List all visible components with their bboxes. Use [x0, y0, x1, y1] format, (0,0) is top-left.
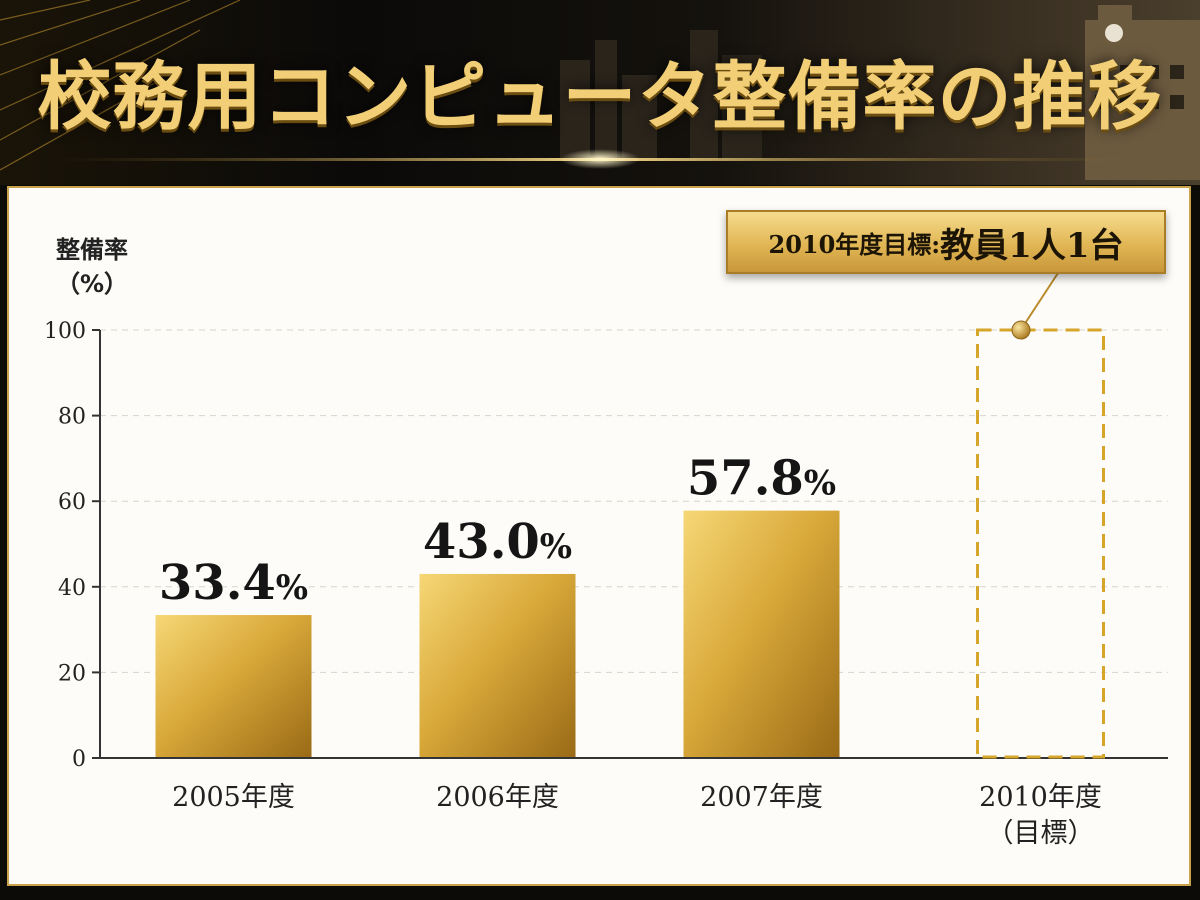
bars	[155, 328, 1105, 759]
header-background-art	[0, 0, 1200, 180]
category-labels: 2005年度 2006年度 2007年度 2010年度 （目標）	[172, 782, 1102, 849]
bar	[419, 573, 576, 757]
callout-text: 教員1人1台	[940, 225, 1124, 266]
target-callout: 2010年度目標: 教員1人1台	[726, 210, 1166, 274]
chart-panel	[7, 186, 1191, 886]
chart-title: 校務用コンピュータ整備率の推移	[37, 54, 1163, 140]
y-axis-label: 整備率	[56, 236, 128, 264]
data-label: 57.8%	[687, 451, 836, 507]
callout-leader-line	[1021, 269, 1061, 329]
y-tick-label: 60	[58, 490, 86, 515]
x-tick-label: 2007年度	[700, 782, 823, 813]
data-label: 33.4%	[159, 555, 308, 611]
y-axis-unit: （%）	[56, 270, 128, 298]
x-tick-label: 2010年度	[979, 782, 1102, 813]
target-marker-dot	[1011, 320, 1031, 340]
y-tick-label: 100	[44, 319, 86, 344]
y-tick-label: 20	[58, 661, 86, 686]
x-tick-label: 2005年度	[172, 782, 295, 813]
target-bar	[976, 328, 1105, 759]
y-tick-label: 80	[58, 405, 86, 430]
y-tick-label: 0	[72, 747, 86, 772]
data-label: 43.0%	[423, 514, 572, 570]
y-axis-ticks: 0 20 40 60 80 100	[44, 319, 100, 772]
callout-lead: 2010年度目標:	[768, 229, 941, 259]
bar	[683, 510, 840, 757]
y-tick-label: 40	[58, 576, 86, 601]
header-banner: 校務用コンピュータ整備率の推移	[0, 0, 1200, 185]
bar	[155, 615, 312, 757]
x-tick-label-sub: （目標）	[987, 818, 1095, 849]
x-tick-label: 2006年度	[436, 782, 559, 813]
